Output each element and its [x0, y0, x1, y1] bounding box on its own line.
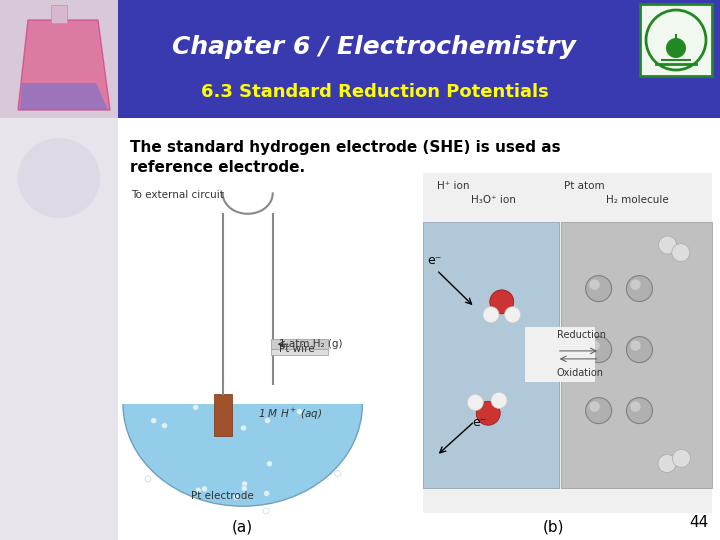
- Text: H⁺ ion: H⁺ ion: [436, 181, 469, 191]
- Ellipse shape: [18, 138, 100, 218]
- Polygon shape: [20, 83, 108, 110]
- Circle shape: [476, 401, 500, 425]
- Circle shape: [202, 486, 207, 492]
- Circle shape: [626, 397, 652, 423]
- Circle shape: [233, 494, 239, 500]
- Text: The standard hydrogen electrode (SHE) is used as: The standard hydrogen electrode (SHE) is…: [130, 140, 561, 155]
- Circle shape: [658, 455, 676, 472]
- Circle shape: [491, 393, 507, 408]
- Circle shape: [483, 307, 499, 323]
- Bar: [0, 0, 118, 118]
- Text: 44: 44: [689, 515, 708, 530]
- Circle shape: [264, 417, 271, 423]
- Bar: [51, 5, 67, 23]
- Ellipse shape: [123, 302, 362, 506]
- Text: 6.3 Standard Reduction Potentials: 6.3 Standard Reduction Potentials: [201, 83, 548, 101]
- Text: H₂ molecule: H₂ molecule: [606, 195, 669, 205]
- Circle shape: [666, 38, 686, 58]
- Circle shape: [585, 397, 611, 423]
- Text: H₃O⁺ ion: H₃O⁺ ion: [471, 195, 516, 205]
- Text: 1 $M$ H$^+$ ($aq$): 1 $M$ H$^+$ ($aq$): [258, 407, 323, 422]
- Circle shape: [297, 409, 302, 415]
- Text: (b): (b): [542, 519, 564, 534]
- Circle shape: [630, 340, 641, 351]
- Polygon shape: [18, 20, 110, 110]
- Circle shape: [193, 404, 199, 410]
- Text: Oxidation: Oxidation: [557, 368, 604, 378]
- Bar: [0, 118, 118, 540]
- Bar: [271, 339, 328, 349]
- Circle shape: [626, 336, 652, 362]
- Circle shape: [241, 485, 247, 491]
- Text: Pt wire: Pt wire: [279, 344, 315, 354]
- Circle shape: [195, 487, 201, 493]
- Bar: [423, 173, 712, 513]
- Circle shape: [630, 279, 641, 290]
- Circle shape: [335, 470, 341, 476]
- Circle shape: [505, 307, 521, 323]
- Text: Pt electrode: Pt electrode: [192, 491, 254, 501]
- Circle shape: [490, 290, 514, 314]
- Text: e⁻: e⁻: [428, 254, 442, 267]
- Circle shape: [590, 401, 600, 412]
- Circle shape: [150, 417, 157, 424]
- Circle shape: [672, 449, 690, 467]
- Circle shape: [467, 394, 483, 410]
- Circle shape: [646, 10, 706, 70]
- Text: To external circuit: To external circuit: [131, 190, 224, 200]
- Circle shape: [161, 423, 168, 429]
- Circle shape: [242, 481, 248, 487]
- Circle shape: [590, 279, 600, 290]
- Bar: [525, 327, 595, 382]
- Circle shape: [672, 244, 690, 262]
- Circle shape: [590, 340, 600, 351]
- Bar: [271, 349, 328, 355]
- Bar: [118, 173, 367, 404]
- Circle shape: [659, 236, 677, 254]
- Text: Chapter 6 / Electrochemistry: Chapter 6 / Electrochemistry: [173, 35, 576, 59]
- Circle shape: [240, 425, 246, 431]
- Text: e⁻: e⁻: [472, 416, 487, 429]
- Circle shape: [626, 275, 652, 302]
- Text: reference electrode.: reference electrode.: [130, 160, 305, 175]
- Bar: [123, 173, 408, 513]
- Circle shape: [585, 336, 611, 362]
- Text: Pt atom: Pt atom: [564, 181, 605, 191]
- Bar: [640, 4, 712, 76]
- Text: 1 atm H₂ (g): 1 atm H₂ (g): [279, 339, 342, 349]
- Text: (a): (a): [232, 519, 253, 534]
- Bar: [0, 0, 720, 118]
- Circle shape: [264, 490, 270, 496]
- Circle shape: [263, 508, 269, 514]
- Circle shape: [266, 461, 272, 467]
- Bar: [561, 222, 712, 488]
- Text: Reduction: Reduction: [557, 330, 606, 340]
- Bar: [423, 222, 559, 488]
- Circle shape: [145, 476, 151, 482]
- Circle shape: [585, 275, 611, 302]
- Circle shape: [630, 401, 641, 412]
- Bar: [214, 394, 232, 436]
